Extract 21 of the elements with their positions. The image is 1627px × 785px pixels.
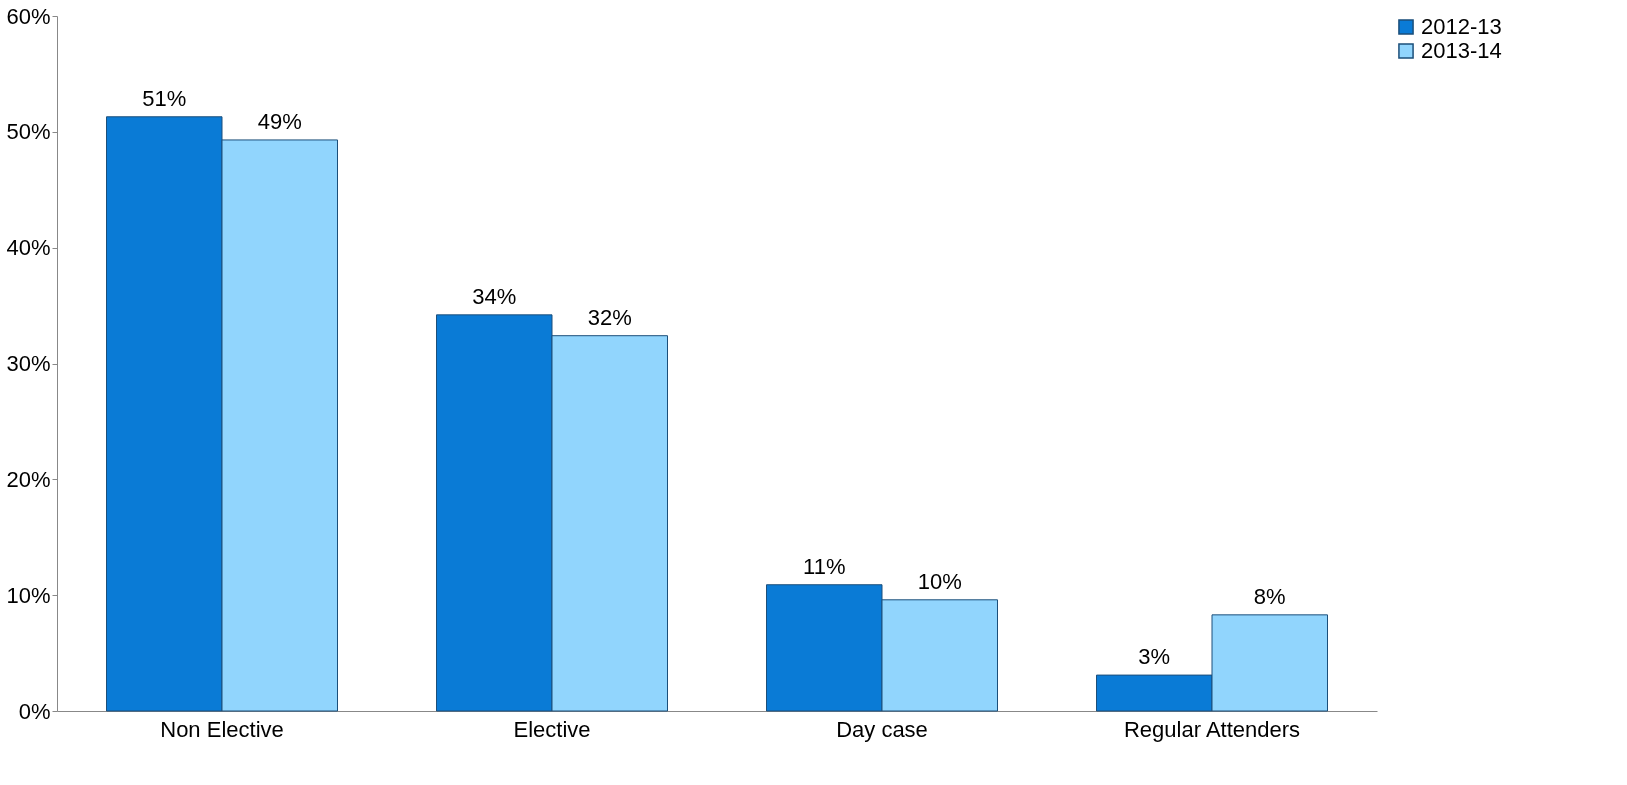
data-label: 3% bbox=[1138, 644, 1171, 670]
data-label: 10% bbox=[917, 568, 962, 594]
y-tick-label: 30% bbox=[6, 351, 51, 376]
x-tick-label: Elective bbox=[513, 716, 591, 742]
legend-label: 2012-13 bbox=[1421, 14, 1502, 39]
y-tick-label: 20% bbox=[6, 466, 51, 492]
x-tick-label: Non Elective bbox=[160, 716, 284, 742]
y-tick-label: 50% bbox=[6, 119, 51, 145]
y-tick-label: 40% bbox=[6, 235, 51, 261]
x-tick-label: Regular Attenders bbox=[1123, 716, 1301, 742]
x-tick-label: Day case bbox=[836, 716, 928, 742]
data-label: 49% bbox=[257, 108, 302, 134]
data-label: 34% bbox=[472, 283, 517, 309]
data-label: 32% bbox=[587, 304, 632, 330]
data-label: 51% bbox=[142, 85, 187, 111]
data-label: 11% bbox=[803, 553, 846, 579]
y-tick-label: 60% bbox=[6, 3, 51, 29]
y-tick-label: 0% bbox=[18, 698, 51, 724]
y-tick-label: 10% bbox=[6, 582, 51, 608]
legend-label: 2013-14 bbox=[1421, 38, 1502, 63]
data-label: 8% bbox=[1253, 583, 1286, 609]
